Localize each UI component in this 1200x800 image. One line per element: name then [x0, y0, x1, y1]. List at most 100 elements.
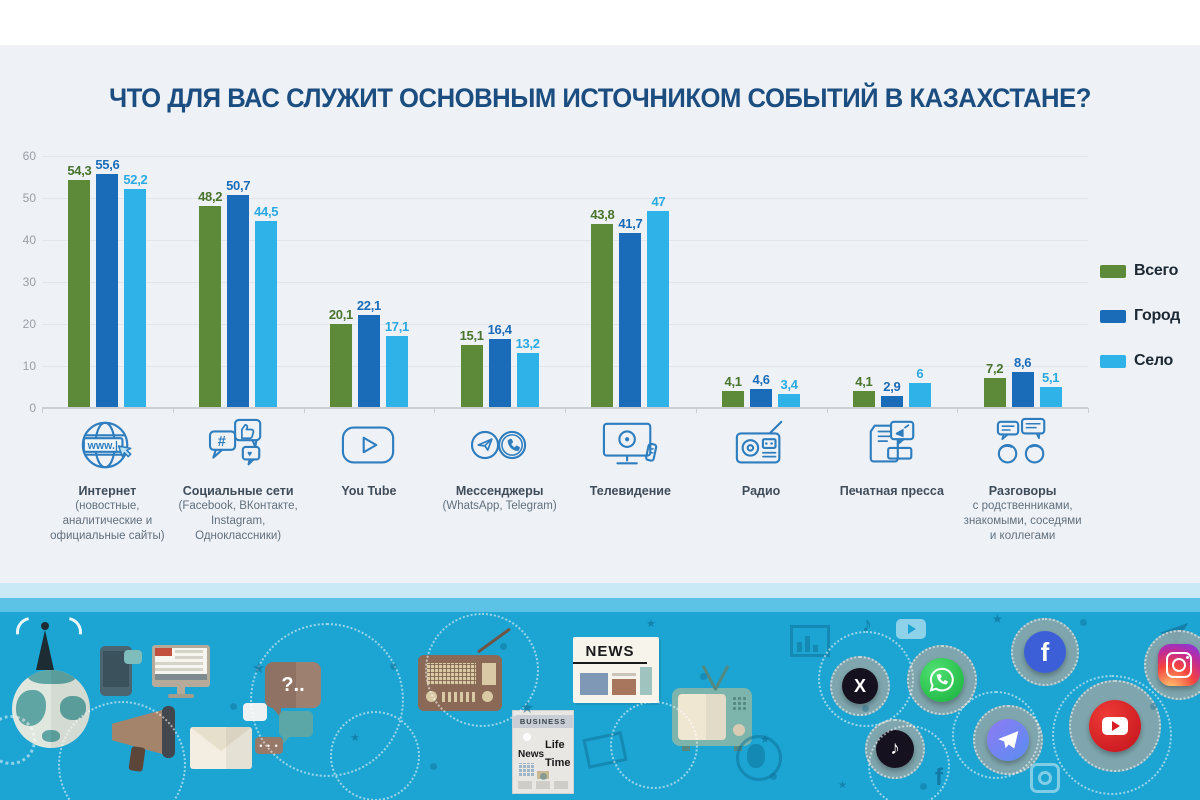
category-sublabel: (Facebook, ВКонтакте, Instagram, Однокла… — [178, 500, 298, 543]
category-icon-cell-4 — [434, 417, 565, 477]
bar-plot-area: 54,3 55,6 52,2 48,2 50,7 44,5 20,1 22,1 17,1 15,1… — [42, 156, 1089, 413]
newspaper-illustration: NEWS — [573, 637, 659, 703]
bar-wrap: 44,5 — [254, 205, 278, 408]
category-label-block-6: Радио — [696, 483, 827, 544]
bar-value-label: 55,6 — [95, 157, 120, 173]
category-sublabel: (WhatsApp, Telegram) — [442, 500, 557, 513]
bar-Село — [1039, 386, 1062, 408]
gridline — [42, 324, 1088, 325]
bar-value-label: 3,4 — [780, 376, 798, 392]
bar-value-label: 52,2 — [123, 171, 148, 187]
bar-value-label: 15,1 — [459, 327, 484, 343]
legend-label: Город — [1134, 307, 1181, 324]
category-label: Печатная пресса — [839, 484, 944, 498]
bar-Село — [255, 221, 278, 408]
bar-wrap: 4,1 — [722, 375, 745, 408]
monitor-illustration — [152, 645, 210, 698]
x-tick — [172, 408, 174, 413]
bar-wrap: 20,1 — [328, 306, 353, 408]
category-label: Радио — [741, 484, 781, 498]
x-tick — [1088, 408, 1089, 413]
instagram-icon — [1158, 644, 1200, 686]
bar-Всего — [722, 390, 745, 408]
dotted-circle-doodle — [330, 711, 420, 800]
bar-value-label: 7,2 — [986, 360, 1004, 376]
dotted-circle-doodle — [425, 613, 539, 727]
bar-value-label: 54,3 — [67, 162, 92, 178]
bar-Всего — [329, 323, 352, 408]
category-icon-cell-6 — [696, 417, 827, 477]
bar-value-label: 50,7 — [226, 178, 251, 194]
bar-wrap: 15,1 — [459, 327, 484, 408]
dot-doodle — [920, 783, 927, 790]
bar-value-label: 5,1 — [1042, 369, 1060, 385]
y-tick-label: 20 — [22, 317, 36, 331]
dotted-circle-doodle — [868, 725, 950, 800]
category-icon-cell-1: www.| — [42, 417, 173, 477]
bar-wrap: 54,3 — [67, 162, 92, 408]
gridline — [42, 240, 1088, 241]
bar-value-label: 47 — [651, 193, 666, 209]
bar-Город — [96, 174, 119, 408]
x-tick — [695, 408, 697, 413]
bar-value-label: 13,2 — [515, 335, 540, 351]
category-icon-cell-3 — [304, 417, 435, 477]
bar-value-label: 20,1 — [328, 306, 353, 322]
bar-Село — [516, 352, 539, 408]
gridline — [42, 282, 1088, 283]
star-doodle: ★ — [760, 734, 770, 746]
bar-groups: 54,3 55,6 52,2 48,2 50,7 44,5 20,1 22,1 17,1 15,1… — [42, 156, 1088, 408]
newspaper-title: NEWS — [573, 643, 647, 664]
category-label-block-8: Разговоры с родственниками, знакомыми, со… — [957, 483, 1088, 544]
svg-text:♥: ♥ — [247, 448, 252, 458]
magazine-line-time: Time — [545, 757, 571, 769]
gridline — [42, 198, 1088, 199]
gridline — [42, 156, 1088, 157]
bar-Город — [357, 315, 380, 408]
bar-Всего — [460, 344, 483, 408]
category-sublabel: с родственниками, знакомыми, соседями и … — [963, 500, 1082, 543]
x-tick — [957, 408, 959, 413]
legend-item: Село — [1100, 352, 1194, 370]
messengers-icon — [468, 417, 532, 478]
bar-wrap: 13,2 — [515, 335, 540, 408]
dot-doodle — [700, 673, 707, 680]
category-label-block-1: Интернет (новостные, аналитические и офиц… — [42, 483, 173, 544]
bar-Село — [908, 382, 931, 408]
legend-swatch — [1100, 354, 1126, 368]
bar-wrap: 4,6 — [750, 373, 773, 408]
x-tick — [826, 408, 828, 413]
chart-title: ЧТО ДЛЯ ВАС СЛУЖИТ ОСНОВНЫМ ИСТОЧНИКОМ С… — [109, 83, 1091, 113]
bar-group-7: 4,1 2,9 6 — [827, 156, 958, 408]
bar-wrap: 47 — [647, 193, 670, 408]
decorative-band: ?.. • • • NEWS BUSINESS News Life Time — [0, 583, 1200, 800]
category-icon-cell-7 — [827, 417, 958, 477]
facebook-icon-chip: f — [1011, 618, 1079, 686]
category-label-block-5: Телевидение — [565, 483, 696, 544]
bar-wrap: 52,2 — [123, 171, 148, 408]
facebook-f-doodle: f — [935, 764, 943, 791]
category-label-block-3: You Tube — [304, 483, 435, 544]
facebook-icon: f — [1024, 631, 1066, 673]
bar-wrap: 8,6 — [1011, 356, 1034, 408]
category-icon-cell-8 — [957, 417, 1088, 477]
bar-wrap: 5,1 — [1039, 369, 1062, 408]
dotted-circle-doodle — [250, 623, 404, 777]
bar-wrap: 2,9 — [880, 378, 903, 408]
legend-swatch — [1100, 309, 1126, 323]
bar-Всего — [852, 390, 875, 408]
dotted-ring-doodle — [0, 715, 36, 765]
youtube-icon — [337, 417, 401, 478]
bar-Город — [619, 232, 642, 408]
note-doodle: ♪ — [862, 614, 872, 636]
dot-doodle — [230, 703, 237, 710]
radio-icon — [729, 417, 793, 478]
bar-value-label: 48,2 — [198, 188, 223, 204]
bar-value-label: 2,9 — [883, 378, 901, 394]
dot-doodle — [1150, 703, 1157, 710]
globe-doodle — [736, 735, 782, 781]
magazine-line-life: Life — [545, 739, 565, 751]
y-tick-label: 40 — [22, 233, 36, 247]
bar-Город — [488, 339, 511, 408]
legend-label: Село — [1134, 352, 1173, 369]
